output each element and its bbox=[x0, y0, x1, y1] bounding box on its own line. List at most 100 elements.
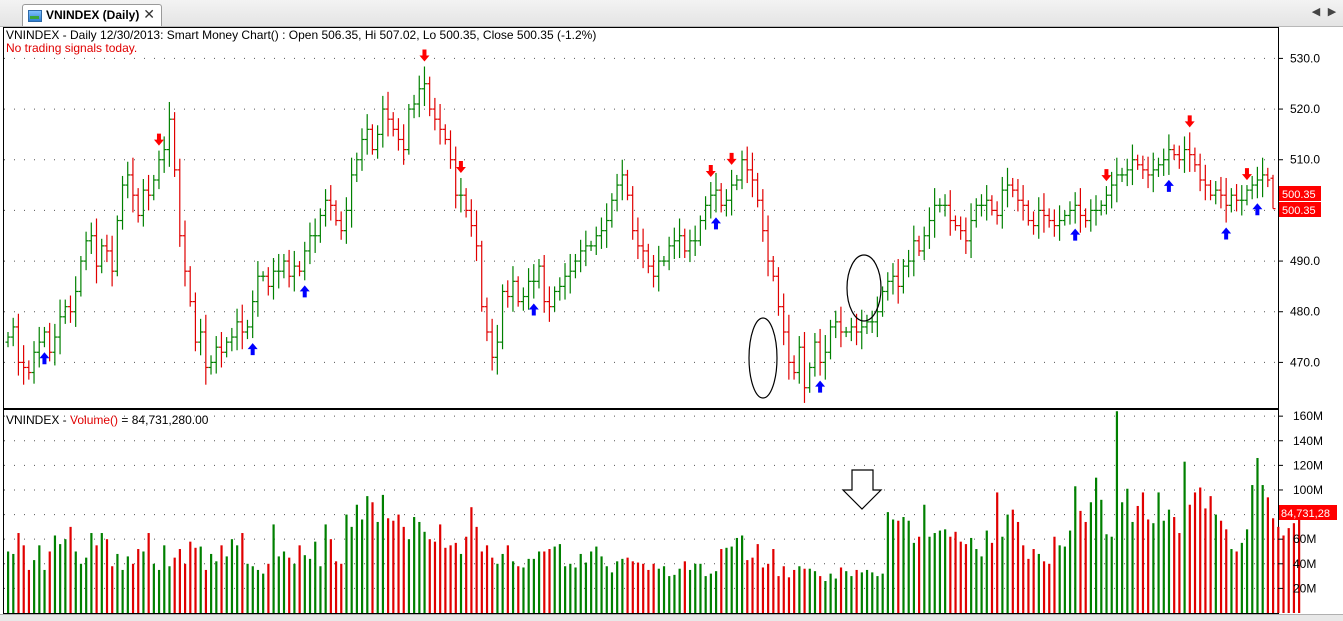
ohlc-bar bbox=[1062, 210, 1068, 226]
volume-bar bbox=[772, 549, 775, 613]
volume-bar bbox=[985, 530, 988, 613]
ohlc-bar bbox=[208, 355, 214, 375]
chart-tab[interactable]: VNINDEX (Daily) ✕ bbox=[22, 4, 162, 26]
volume-bar bbox=[183, 563, 187, 613]
ohlc-bar bbox=[291, 250, 297, 292]
volume-bar bbox=[1277, 526, 1280, 613]
volume-bar bbox=[1079, 510, 1082, 613]
price-tick-label: 470.0 bbox=[1290, 355, 1320, 369]
volume-bar bbox=[704, 576, 707, 613]
ohlc-bar bbox=[1145, 156, 1151, 189]
volume-bar bbox=[220, 545, 223, 613]
volume-bar bbox=[17, 533, 20, 613]
volume-bar bbox=[168, 566, 171, 613]
ohlc-bar bbox=[869, 310, 875, 334]
volume-bar bbox=[777, 576, 780, 613]
ohlc-bar bbox=[427, 76, 433, 117]
volume-bar bbox=[314, 541, 317, 613]
annotation-ellipse-breakout bbox=[846, 254, 882, 322]
ohlc-bar bbox=[682, 228, 688, 259]
volume-bar bbox=[288, 557, 291, 613]
volume-bar bbox=[839, 567, 843, 613]
bottom-scrollbar[interactable] bbox=[0, 614, 1343, 621]
volume-bar bbox=[548, 549, 551, 613]
ohlc-bar bbox=[947, 190, 953, 236]
volume-bar bbox=[1152, 523, 1155, 613]
ohlc-bar bbox=[328, 185, 334, 221]
ohlc-bar bbox=[192, 292, 198, 352]
scroll-right-icon[interactable]: ▶ bbox=[1327, 6, 1337, 18]
volume-bar bbox=[980, 556, 983, 613]
volume-tick-label: 60M bbox=[1293, 532, 1316, 546]
ohlc-bar bbox=[385, 91, 391, 137]
volume-bar bbox=[319, 566, 322, 613]
volume-bar bbox=[74, 551, 77, 613]
volume-bar bbox=[636, 562, 640, 613]
ohlc-bar bbox=[770, 256, 776, 282]
ohlc-bar bbox=[41, 326, 47, 348]
price-bars bbox=[5, 66, 1276, 403]
ohlc-bar bbox=[557, 277, 563, 301]
ohlc-bar bbox=[286, 249, 292, 288]
volume-bar bbox=[720, 549, 723, 613]
volume-bar bbox=[532, 558, 535, 613]
volume-bar bbox=[709, 573, 712, 613]
ohlc-bar bbox=[458, 177, 464, 213]
volume-bar bbox=[392, 520, 395, 613]
ohlc-bar bbox=[1197, 153, 1203, 192]
ohlc-bar bbox=[317, 208, 323, 243]
ohlc-bar bbox=[1114, 157, 1120, 203]
volume-bar bbox=[964, 544, 968, 613]
volume-bar bbox=[688, 569, 692, 613]
volume-bar bbox=[902, 517, 905, 613]
volume-bar bbox=[590, 551, 593, 613]
ohlc-bar bbox=[1072, 192, 1078, 224]
annotation-ellipse-low bbox=[748, 317, 778, 399]
volume-bar bbox=[527, 558, 530, 613]
volume-bar bbox=[1141, 492, 1145, 613]
volume-bar bbox=[1105, 534, 1108, 613]
ohlc-bar bbox=[765, 215, 771, 277]
ohlc-bar bbox=[104, 234, 110, 263]
volume-bar bbox=[1282, 535, 1285, 613]
volume-bar bbox=[1037, 553, 1040, 613]
ohlc-bar bbox=[1254, 166, 1260, 199]
buy-signal-arrow bbox=[39, 352, 50, 365]
ohlc-bar bbox=[515, 276, 521, 307]
ohlc-bar bbox=[416, 75, 422, 118]
volume-bar bbox=[1001, 536, 1004, 613]
volume-bar bbox=[428, 539, 431, 613]
volume-bar bbox=[1287, 528, 1290, 613]
ohlc-bar bbox=[380, 95, 386, 148]
volume-bar bbox=[298, 545, 301, 613]
volume-bar bbox=[1100, 499, 1103, 613]
ohlc-bar bbox=[494, 324, 500, 375]
volume-bar bbox=[360, 519, 364, 613]
ohlc-bar bbox=[859, 309, 865, 350]
scroll-left-icon[interactable]: ◀ bbox=[1311, 6, 1321, 18]
ohlc-bar bbox=[447, 130, 453, 169]
ohlc-bar bbox=[1182, 136, 1188, 173]
ohlc-bar bbox=[640, 228, 646, 269]
volume-bar bbox=[616, 561, 619, 613]
ohlc-bar bbox=[1015, 178, 1021, 212]
ohlc-bar bbox=[510, 266, 516, 312]
buy-signal-arrow bbox=[1221, 227, 1232, 240]
signal-arrows bbox=[39, 49, 1263, 393]
ohlc-bar bbox=[1223, 177, 1229, 223]
close-icon[interactable]: ✕ bbox=[143, 6, 155, 22]
ohlc-bar bbox=[1155, 157, 1161, 177]
ohlc-bar bbox=[593, 226, 599, 255]
ohlc-bar bbox=[781, 293, 787, 346]
ohlc-bar bbox=[1067, 201, 1073, 225]
volume-bar bbox=[194, 547, 197, 613]
ohlc-bar bbox=[260, 271, 266, 282]
volume-bar bbox=[1162, 520, 1165, 613]
volume-bar bbox=[673, 574, 676, 613]
volume-bar bbox=[407, 539, 411, 613]
ohlc-bar bbox=[1041, 193, 1047, 233]
ohlc-bar bbox=[114, 215, 120, 277]
ohlc-bar bbox=[52, 323, 58, 366]
